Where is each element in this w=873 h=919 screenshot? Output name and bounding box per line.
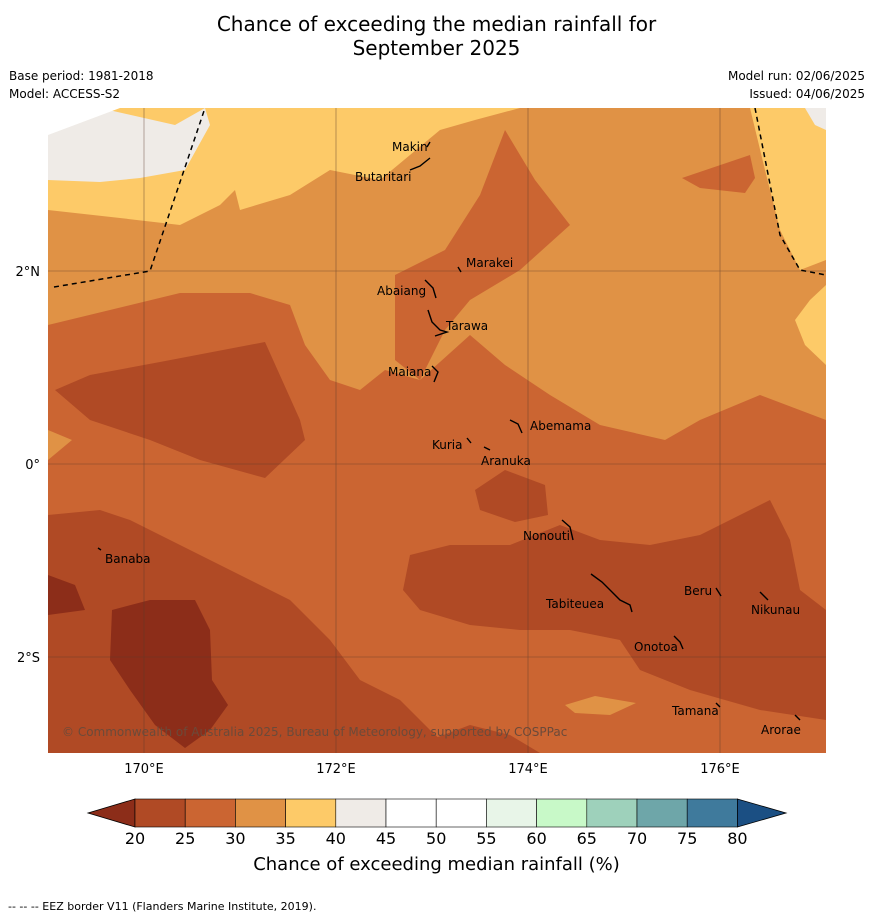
label-tabiteuea: Tabiteuea	[545, 597, 604, 611]
colorbar-segment	[586, 798, 638, 828]
footer-note: -- -- -- EEZ border V11 (Flanders Marine…	[8, 900, 317, 913]
x-tick-174e: 174°E	[508, 762, 548, 777]
colorbar-tick-label: 20	[125, 829, 145, 848]
label-maiana: Maiana	[388, 365, 431, 379]
label-kuria: Kuria	[432, 438, 463, 452]
label-abaiang: Abaiang	[377, 284, 426, 298]
colorbar-tick-label: 30	[225, 829, 245, 848]
colorbar-segment	[285, 798, 337, 828]
colorbar-segment	[235, 798, 286, 828]
colorbar-tick-label: 40	[326, 829, 346, 848]
label-beru: Beru	[684, 584, 712, 598]
label-nonouti: Nonouti	[523, 529, 570, 543]
colorbar-segment	[134, 798, 186, 828]
colorbar-extend-low	[86, 798, 136, 828]
colorbar-segment	[335, 798, 387, 828]
label-butaritari: Butaritari	[355, 170, 412, 184]
colorbar-tick-label: 65	[577, 829, 597, 848]
colorbar-segment	[385, 798, 437, 828]
label-makin: Makin	[392, 140, 428, 154]
label-nikunau: Nikunau	[751, 603, 800, 617]
y-axis-labels: 2°N 0° 2°S	[16, 265, 41, 666]
y-tick-2n: 2°N	[16, 265, 41, 280]
title-line-2: September 2025	[352, 36, 521, 60]
colorbar-tick-label: 55	[476, 829, 496, 848]
y-tick-0: 0°	[25, 458, 40, 473]
label-arorae: Arorae	[761, 723, 801, 737]
colorbar-segment	[435, 798, 487, 828]
colorbar-segment	[486, 798, 537, 828]
place-labels: Makin Butaritari Marakei Abaiang Tarawa …	[105, 140, 801, 737]
colorbar-segment	[636, 798, 688, 828]
colorbar-tick-label: 60	[526, 829, 546, 848]
label-tamana: Tamana	[671, 704, 719, 718]
label-onotoa: Onotoa	[634, 640, 678, 654]
colorbar-segment	[536, 798, 588, 828]
model-name: Model: ACCESS-S2	[9, 87, 121, 101]
colorbar-tick-label: 50	[426, 829, 446, 848]
eez-border	[53, 108, 826, 288]
y-tick-2s: 2°S	[17, 651, 40, 666]
x-axis-labels: 170°E 172°E 174°E 176°E	[124, 762, 740, 777]
base-period: Base period: 1981-2018	[9, 69, 154, 83]
label-tarawa: Tarawa	[445, 319, 488, 333]
title-line-1: Chance of exceeding the median rainfall …	[216, 12, 657, 36]
map-fill	[48, 108, 826, 753]
colorbar-tick-label: 70	[627, 829, 647, 848]
colorbar-tick-label: 35	[275, 829, 295, 848]
chart-title: Chance of exceeding the median rainfall …	[0, 12, 873, 60]
colorbar-tick-label: 80	[727, 829, 747, 848]
island-outlines	[97, 141, 801, 721]
label-aranuka: Aranuka	[481, 454, 531, 468]
colorbar: 20 25 30 35 40 45 50 55 60 65 70 75 80	[86, 798, 788, 848]
colorbar-tick-label: 25	[175, 829, 195, 848]
colorbar-segment	[686, 798, 738, 828]
x-tick-176e: 176°E	[700, 762, 740, 777]
x-tick-172e: 172°E	[316, 762, 356, 777]
model-run: Model run: 02/06/2025	[727, 69, 865, 83]
label-banaba: Banaba	[105, 552, 151, 566]
colorbar-label: Chance of exceeding median rainfall (%)	[253, 854, 620, 875]
colorbar-extend-high	[737, 798, 788, 828]
colorbar-tick-label: 45	[376, 829, 396, 848]
label-marakei: Marakei	[466, 256, 513, 270]
x-tick-170e: 170°E	[124, 762, 164, 777]
label-abemama: Abemama	[530, 419, 591, 433]
issued-date: Issued: 04/06/2025	[749, 87, 865, 101]
colorbar-segment	[184, 798, 236, 828]
copyright-notice: © Commonwealth of Australia 2025, Bureau…	[62, 725, 567, 739]
colorbar-tick-label: 75	[677, 829, 697, 848]
